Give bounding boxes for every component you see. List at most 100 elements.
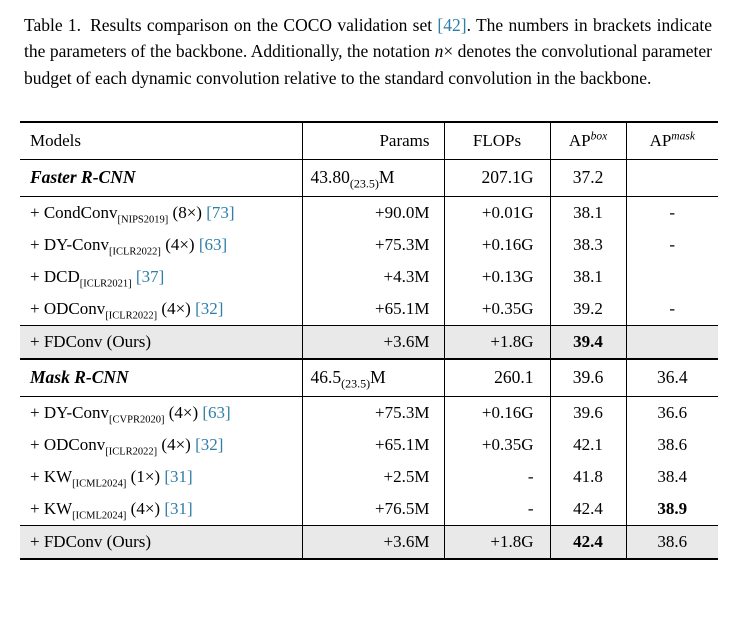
ap-mask-cell: - (669, 298, 676, 318)
scale-label: (1×) (126, 466, 165, 486)
citation-link[interactable]: [31] (164, 498, 193, 518)
model-name: + ODConv (30, 298, 106, 318)
flops-cell: 207.1G (444, 159, 551, 197)
citation-link[interactable]: [73] (206, 202, 235, 222)
citation-link[interactable]: [63] (198, 234, 228, 254)
table-row: + KW[ICML2024] (4×) [31] +76.5M - 42.4 3… (20, 492, 718, 526)
flops-cell: +0.35G (444, 428, 551, 461)
ap-box-cell: 39.4 (550, 325, 627, 359)
params-subscript: (23.5) (349, 176, 379, 191)
ap-box-cell: 39.2 (550, 292, 627, 326)
col-header-flops: FLOPs (444, 121, 551, 160)
table-row: + ODConv[ICLR2022] (4×) [32] +65.1M +0.3… (20, 292, 718, 326)
table-row-baseline: Faster R-CNN 43.80(23.5)M 207.1G 37.2 (20, 159, 718, 197)
citation-link[interactable]: [32] (195, 298, 224, 318)
venue-subscript: [CVPR2020] (109, 414, 165, 426)
ap-mask-cell: 38.6 (657, 531, 688, 551)
table-row-baseline: Mask R-CNN 46.5(23.5)M 260.1 39.6 36.4 (20, 358, 718, 397)
math-variable-n: n (434, 41, 444, 62)
flops-cell: - (444, 492, 551, 526)
ap-box-cell: 42.4 (550, 525, 627, 559)
venue-subscript: [ICML2024] (72, 510, 127, 522)
citation-link[interactable]: [63] (202, 402, 231, 422)
ap-box-cell: 37.2 (550, 159, 627, 197)
scale-label: (4×) (126, 498, 165, 518)
table-row: + ODConv[ICLR2022] (4×) [32] +65.1M +0.3… (20, 428, 718, 461)
ap-box-cell: 42.1 (550, 428, 627, 461)
flops-cell: +0.35G (444, 292, 551, 326)
scale-label: (4×) (164, 402, 203, 422)
ap-mask-cell: - (669, 234, 676, 254)
venue-subscript: [ICLR2022] (105, 310, 158, 322)
citation-link[interactable]: [37] (135, 266, 165, 286)
ap-label: AP (568, 130, 591, 150)
params-unit: M (370, 367, 386, 388)
ap-mask-superscript: mask (671, 130, 695, 143)
citation-link[interactable]: [42] (437, 15, 467, 35)
table-row: + DY-Conv[CVPR2020] (4×) [63] +75.3M +0.… (20, 396, 718, 429)
table-row-ours: + FDConv (Ours) +3.6M +1.8G 42.4 38.6 (20, 525, 718, 559)
ap-mask-cell: 36.6 (657, 402, 688, 422)
scale-label: (4×) (157, 434, 196, 454)
ap-box-cell: 39.6 (550, 396, 627, 429)
flops-cell: +1.8G (444, 325, 551, 359)
params-value: 43.80 (310, 167, 350, 188)
model-cell: + FDConv (Ours) (20, 325, 303, 359)
model-cell: + DCD[ICLR2021] [37] (20, 260, 303, 293)
ap-mask-cell: 38.9 (657, 498, 688, 518)
table-row-ours: + FDConv (Ours) +3.6M +1.8G 39.4 (20, 325, 718, 359)
params-cell: +75.3M (302, 396, 445, 429)
params-cell: +76.5M (302, 492, 445, 526)
params-cell: +2.5M (302, 460, 445, 493)
model-name: + DY-Conv (30, 234, 110, 254)
ap-mask-cell: - (669, 202, 676, 222)
model-cell: + DY-Conv[CVPR2020] (4×) [63] (20, 396, 303, 429)
flops-cell: +0.16G (444, 228, 551, 261)
caption-text: Results comparison on the COCO validatio… (90, 15, 438, 35)
params-cell: +65.1M (302, 292, 445, 326)
ap-box-superscript: box (590, 130, 608, 143)
ap-box-cell: 38.1 (550, 196, 627, 229)
scale-label: (4×) (157, 298, 196, 318)
ap-mask-cell: 38.6 (657, 434, 688, 454)
table-row: + CondConv[NIPS2019] (8×) [73] +90.0M +0… (20, 196, 718, 229)
model-cell: Faster R-CNN (20, 159, 303, 197)
params-cell: +4.3M (302, 260, 445, 293)
results-table: Models Params FLOPs APbox APmask Faster … (20, 120, 718, 560)
model-cell: + ODConv[ICLR2022] (4×) [32] (20, 292, 303, 326)
flops-cell: - (444, 460, 551, 493)
ap-box-cell: 38.3 (550, 228, 627, 261)
model-cell: Mask R-CNN (20, 358, 303, 397)
flops-cell: +0.01G (444, 196, 551, 229)
params-cell: +90.0M (302, 196, 445, 229)
params-cell: +3.6M (302, 525, 445, 559)
model-name: + CondConv (30, 202, 118, 222)
table-row: + DY-Conv[ICLR2022] (4×) [63] +75.3M +0.… (20, 228, 718, 261)
ap-mask-cell (626, 261, 718, 293)
model-name: + DY-Conv (30, 402, 110, 422)
params-value: 46.5 (310, 367, 342, 388)
col-header-ap-box: APbox (550, 121, 627, 160)
venue-subscript: [NIPS2019] (117, 214, 169, 226)
table-row: + DCD[ICLR2021] [37] +4.3M +0.13G 38.1 (20, 260, 718, 293)
params-cell: 43.80(23.5)M (302, 159, 445, 197)
model-name: Faster R-CNN (30, 167, 136, 188)
citation-link[interactable]: [32] (195, 434, 224, 454)
citation-link[interactable]: [31] (164, 466, 193, 486)
col-header-ap-mask: APmask (626, 122, 718, 160)
model-name: + KW (30, 466, 73, 486)
model-cell: + DY-Conv[ICLR2022] (4×) [63] (20, 228, 303, 261)
model-name: Mask R-CNN (30, 367, 129, 388)
params-cell: +75.3M (302, 228, 445, 261)
flops-cell: 260.1 (444, 358, 551, 397)
col-header-params: Params (302, 121, 445, 160)
model-cell: + KW[ICML2024] (4×) [31] (20, 492, 303, 526)
model-cell: + FDConv (Ours) (20, 525, 303, 559)
model-cell: + CondConv[NIPS2019] (8×) [73] (20, 196, 303, 229)
scale-label: (4×) (160, 234, 199, 254)
caption-text: . The numbers in brackets indicate the p… (24, 15, 712, 62)
flops-cell: +0.16G (444, 396, 551, 429)
table-row: + KW[ICML2024] (1×) [31] +2.5M - 41.8 38… (20, 460, 718, 493)
ap-box-cell: 39.6 (550, 358, 627, 397)
